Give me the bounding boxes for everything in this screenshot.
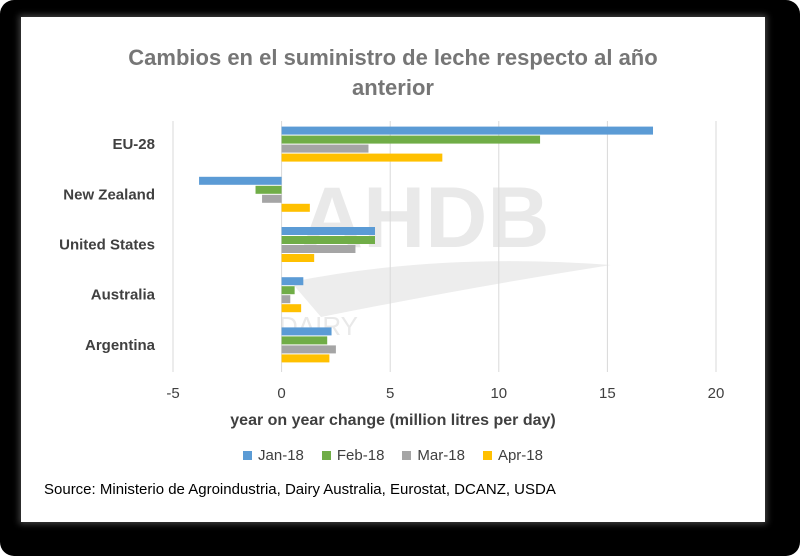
category-label: Argentina — [85, 337, 156, 354]
x-tick-label: 15 — [599, 385, 616, 402]
legend-item-apr-18: Apr-18 — [482, 447, 543, 464]
chart-title-line-2: anterior — [352, 75, 434, 100]
chart-title: Cambios en el suministro de leche respec… — [21, 43, 765, 103]
legend-swatch — [402, 451, 412, 460]
bar-apr-18-australia — [281, 304, 302, 313]
bar-feb-18-australia — [281, 286, 295, 295]
category-label: United States — [59, 237, 155, 254]
legend-swatch — [243, 451, 253, 460]
x-axis-label: year on year change (million litres per … — [230, 412, 556, 429]
tick-labels: -5 0 5 10 15 20 — [166, 385, 724, 402]
legend-label: Mar-18 — [417, 447, 465, 464]
source-note: Source: Ministerio de Agroindustria, Dai… — [44, 481, 556, 498]
legend-label: Jan-18 — [258, 447, 304, 464]
x-tick-label: 0 — [277, 385, 285, 402]
watermark-sub: DAIRY — [279, 311, 358, 341]
x-tick-label: 5 — [386, 385, 394, 402]
legend-swatch — [321, 451, 331, 460]
bar-jan-18-eu-28 — [281, 126, 654, 135]
category-label: EU-28 — [112, 136, 155, 153]
bar-mar-18-australia — [281, 295, 291, 304]
bar-mar-18-argentina — [281, 345, 336, 354]
bar-jan-18-united-states — [281, 227, 375, 235]
legend-item-feb-18: Feb-18 — [321, 447, 385, 464]
bar-jan-18-australia — [281, 277, 304, 286]
bar-jan-18-argentina — [281, 327, 332, 336]
bar-chart: AHDB DAIRY EU-28 New Zealand United States… — [59, 121, 724, 402]
legend-item-mar-18: Mar-18 — [402, 447, 465, 464]
legend: Jan-18 Feb-18 Mar-18 Apr-18 — [21, 447, 765, 464]
bar-apr-18-united-states — [281, 254, 315, 262]
bar-feb-18-united-states — [281, 236, 375, 244]
bar-apr-18-eu-28 — [281, 153, 443, 162]
legend-label: Apr-18 — [497, 447, 543, 464]
x-tick-label: -5 — [166, 385, 179, 402]
bar-apr-18-argentina — [281, 354, 330, 363]
bar-mar-18-new-zealand — [262, 194, 282, 203]
chart-panel: Cambios en el suministro de leche respec… — [21, 17, 765, 522]
bar-feb-18-new-zealand — [255, 185, 282, 194]
category-label: New Zealand — [63, 186, 155, 203]
bar-feb-18-argentina — [281, 336, 328, 345]
ahdb-watermark: AHDB DAIRY — [279, 170, 611, 341]
category-labels: EU-28 New Zealand United States Australia Ar… — [59, 136, 156, 354]
legend-item-jan-18: Jan-18 — [243, 447, 304, 464]
watermark-swoosh — [291, 261, 611, 317]
bar-jan-18-new-zealand — [199, 176, 282, 185]
bar-apr-18-new-zealand — [281, 203, 310, 212]
bar-mar-18-eu-28 — [281, 144, 369, 153]
x-tick-label: 10 — [490, 385, 507, 402]
legend-swatch — [482, 451, 492, 460]
x-tick-label: 20 — [708, 385, 725, 402]
bars — [199, 126, 654, 363]
bar-mar-18-united-states — [281, 245, 356, 253]
chart-title-line-1: Cambios en el suministro de leche respec… — [128, 45, 658, 70]
category-label: Australia — [91, 287, 156, 304]
bar-feb-18-eu-28 — [281, 135, 541, 144]
legend-label: Feb-18 — [336, 447, 385, 464]
